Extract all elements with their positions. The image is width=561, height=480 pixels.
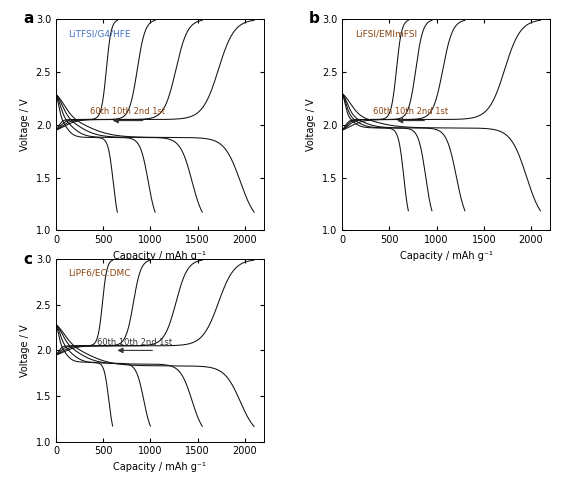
Y-axis label: Voltage / V: Voltage / V — [20, 324, 30, 377]
Text: LiFSI/EMImFSI: LiFSI/EMImFSI — [355, 30, 417, 39]
Text: b: b — [309, 11, 320, 26]
Y-axis label: Voltage / V: Voltage / V — [20, 98, 30, 151]
Text: LiTFSI/G4/HFE: LiTFSI/G4/HFE — [68, 30, 131, 39]
Text: 60th 10th 2nd 1st: 60th 10th 2nd 1st — [97, 338, 172, 347]
X-axis label: Capacity / mAh g⁻¹: Capacity / mAh g⁻¹ — [113, 462, 206, 472]
Text: LiPF6/EC:DMC: LiPF6/EC:DMC — [68, 268, 131, 277]
X-axis label: Capacity / mAh g⁻¹: Capacity / mAh g⁻¹ — [113, 251, 206, 261]
X-axis label: Capacity / mAh g⁻¹: Capacity / mAh g⁻¹ — [399, 251, 493, 261]
Text: 60th 10th 2nd 1st: 60th 10th 2nd 1st — [90, 108, 165, 116]
Y-axis label: Voltage / V: Voltage / V — [306, 98, 316, 151]
Text: 60th 10th 2nd 1st: 60th 10th 2nd 1st — [373, 108, 448, 116]
Text: c: c — [23, 252, 32, 267]
Text: a: a — [23, 11, 33, 26]
